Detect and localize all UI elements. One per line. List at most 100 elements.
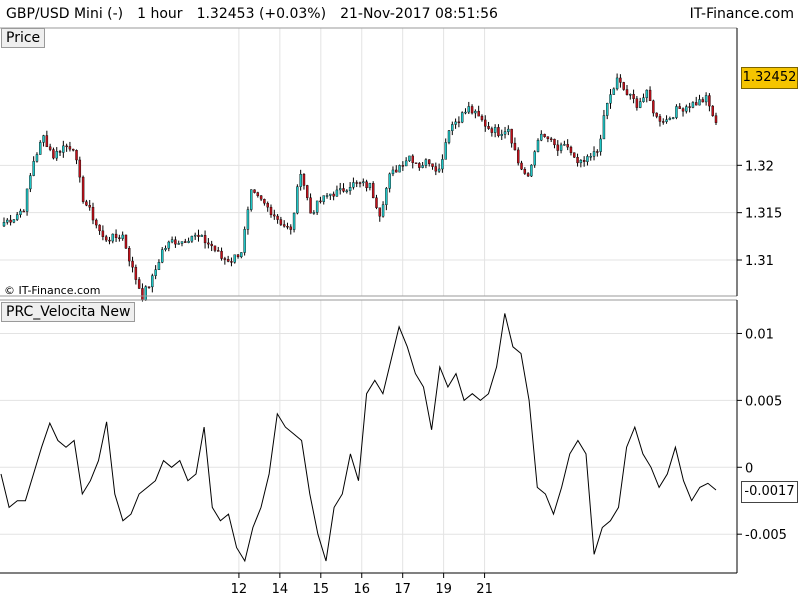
candle-up <box>164 248 167 250</box>
candle-down <box>371 183 375 199</box>
candle-down <box>213 245 217 251</box>
indicator-panel-label[interactable]: PRC_Velocita New <box>1 302 136 322</box>
candle-down <box>259 195 263 200</box>
candle-up <box>243 229 246 253</box>
candle-up <box>609 94 612 104</box>
candle-up <box>315 200 319 213</box>
candle-up <box>385 188 388 205</box>
candle-down <box>596 151 599 153</box>
timeframe[interactable]: 1 hour <box>137 6 183 22</box>
candle-down <box>256 192 260 196</box>
candle-down <box>269 206 273 216</box>
indicator-y-tick-label: -0.005 <box>745 528 787 543</box>
candle-down <box>72 148 75 151</box>
candle-up <box>180 241 184 244</box>
current-price-tag: 1.32452 <box>741 67 798 89</box>
candle-down <box>276 215 279 220</box>
candle-down <box>520 162 523 170</box>
candle-down <box>543 133 546 137</box>
candle-up <box>299 174 302 187</box>
candle-up <box>467 106 470 113</box>
candle-down <box>217 250 220 252</box>
candle-up <box>2 222 6 227</box>
candle-up <box>193 234 197 237</box>
candle-down <box>81 176 85 202</box>
candle-down <box>210 243 213 247</box>
candle-up <box>111 233 114 242</box>
candle-up <box>615 77 619 90</box>
copyright-text: © IT-Finance.com <box>4 284 101 297</box>
candle-down <box>114 233 118 238</box>
candle-down <box>273 214 276 217</box>
candle-down <box>279 219 283 225</box>
candle-down <box>174 239 177 245</box>
candle-down <box>414 162 418 164</box>
instrument-symbol[interactable]: GBP/USD Mini (-) <box>6 6 124 22</box>
candle-up <box>464 111 467 114</box>
candle-up <box>398 165 401 173</box>
x-tick-label: 16 <box>353 582 370 597</box>
indicator-y-tick-label: 0.005 <box>745 394 782 409</box>
candle-up <box>638 101 642 108</box>
candle-up <box>325 195 329 197</box>
candle-up <box>187 240 190 243</box>
candle-up <box>533 151 536 166</box>
candle-down <box>652 100 655 114</box>
candle-up <box>157 262 161 270</box>
x-tick-label: 19 <box>435 582 452 597</box>
candle-down <box>457 121 461 124</box>
candle-up <box>62 145 65 153</box>
candle-up <box>322 195 325 202</box>
candle-down <box>662 121 665 123</box>
price-panel-label[interactable]: Price <box>1 28 46 48</box>
candle-down <box>226 259 230 262</box>
candle-down <box>378 207 381 217</box>
candle-up <box>250 189 253 210</box>
price-change: (+0.03%) <box>258 6 327 22</box>
candle-down <box>622 82 625 90</box>
candle-down <box>342 188 345 192</box>
candle-down <box>695 102 698 106</box>
candle-down <box>98 224 101 232</box>
candle-down <box>78 159 82 178</box>
candle-down <box>484 119 487 127</box>
candle-down <box>688 106 691 108</box>
candle-up <box>388 173 391 189</box>
candle-down <box>147 286 151 288</box>
candle-up <box>589 156 592 158</box>
candle-down <box>184 241 187 243</box>
candle-down <box>576 157 579 164</box>
candle-down <box>648 89 652 102</box>
candle-up <box>404 160 408 167</box>
candle-up <box>144 286 147 300</box>
candle-down <box>678 106 681 109</box>
velocita-line <box>0 313 717 563</box>
candle-down <box>306 185 309 198</box>
x-tick-label: 15 <box>313 582 330 597</box>
candle-down <box>401 165 405 167</box>
candle-up <box>671 117 675 119</box>
price-y-tick-label: 1.32 <box>745 159 774 174</box>
brand-name: IT-Finance.com <box>689 6 794 22</box>
candle-up <box>312 212 316 214</box>
candle-down <box>45 135 49 148</box>
candle-up <box>339 188 342 191</box>
candle-up <box>391 169 395 175</box>
candle-down <box>131 260 134 268</box>
candle-up <box>424 159 428 166</box>
price-y-tick-label: 1.315 <box>745 207 782 222</box>
candle-down <box>355 182 358 184</box>
candle-down <box>434 166 438 172</box>
candle-up <box>12 219 16 223</box>
candle-up <box>444 142 447 160</box>
candle-up <box>592 151 596 157</box>
candle-down <box>470 106 474 114</box>
candle-down <box>569 146 573 153</box>
candle-down <box>625 89 629 95</box>
candle-down <box>9 219 12 223</box>
candle-down <box>573 152 576 158</box>
candle-down <box>477 110 480 117</box>
candle-down <box>134 266 138 280</box>
candle-down <box>582 160 586 162</box>
